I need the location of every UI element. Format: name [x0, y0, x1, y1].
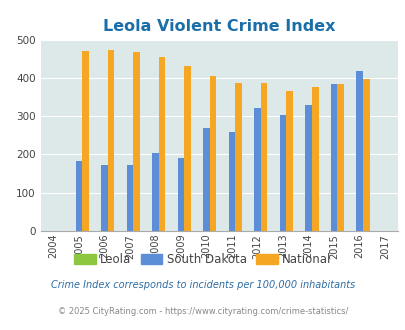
- Bar: [126, 165, 133, 231]
- Bar: [184, 66, 190, 231]
- Bar: [311, 87, 318, 231]
- Bar: [158, 57, 165, 231]
- Bar: [75, 161, 82, 231]
- Legend: Leola, South Dakota, National: Leola, South Dakota, National: [69, 248, 336, 271]
- Bar: [107, 50, 114, 231]
- Bar: [356, 71, 362, 231]
- Title: Leola Violent Crime Index: Leola Violent Crime Index: [103, 19, 335, 34]
- Bar: [286, 90, 292, 231]
- Bar: [260, 83, 267, 231]
- Bar: [305, 105, 311, 231]
- Bar: [254, 108, 260, 231]
- Text: © 2025 CityRating.com - https://www.cityrating.com/crime-statistics/: © 2025 CityRating.com - https://www.city…: [58, 307, 347, 316]
- Bar: [82, 51, 89, 231]
- Bar: [133, 52, 140, 231]
- Bar: [152, 152, 158, 231]
- Bar: [177, 158, 184, 231]
- Bar: [362, 79, 369, 231]
- Bar: [330, 84, 337, 231]
- Bar: [279, 115, 286, 231]
- Bar: [202, 128, 209, 231]
- Bar: [228, 132, 235, 231]
- Text: Crime Index corresponds to incidents per 100,000 inhabitants: Crime Index corresponds to incidents per…: [51, 280, 354, 290]
- Bar: [235, 83, 241, 231]
- Bar: [209, 76, 216, 231]
- Bar: [101, 165, 107, 231]
- Bar: [337, 84, 343, 231]
